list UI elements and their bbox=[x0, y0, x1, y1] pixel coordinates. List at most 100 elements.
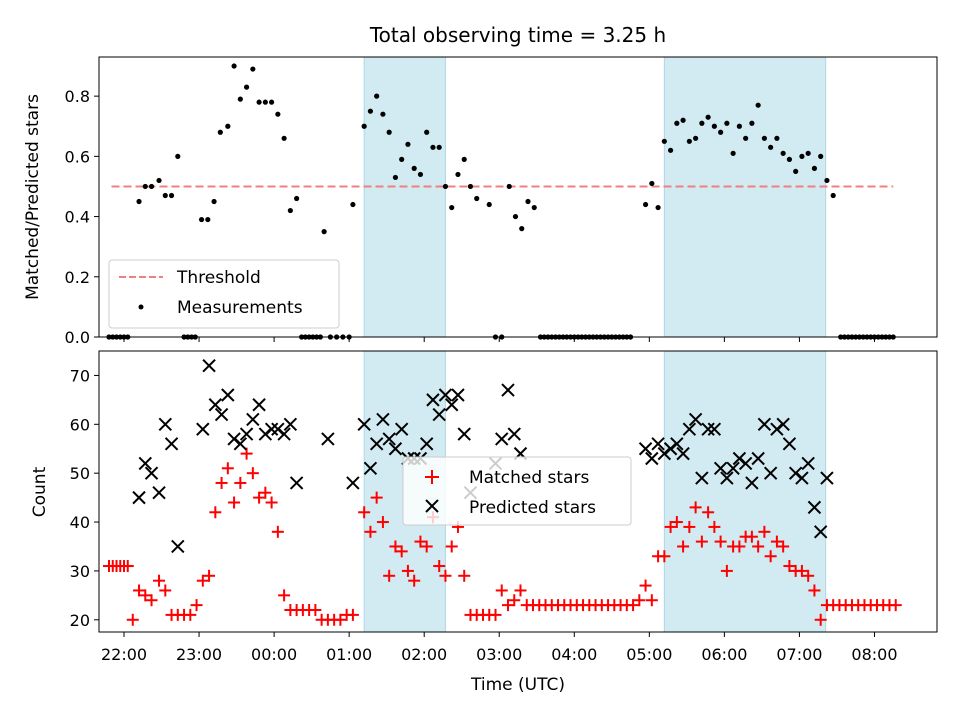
measurement-point bbox=[250, 66, 256, 72]
measurement-point bbox=[824, 177, 830, 184]
measurement-point bbox=[519, 226, 525, 232]
predicted-star-point bbox=[221, 388, 235, 402]
measurement-point bbox=[699, 120, 705, 126]
measurement-point bbox=[424, 129, 430, 135]
measurement-point bbox=[799, 153, 805, 159]
measurement-point bbox=[436, 144, 442, 150]
matched-star-point bbox=[514, 584, 527, 597]
matched-star-point bbox=[645, 594, 658, 607]
predicted-star-point bbox=[152, 486, 166, 500]
matched-star-point bbox=[758, 525, 771, 538]
count-legend-box bbox=[402, 456, 632, 526]
measurement-point bbox=[269, 99, 275, 105]
matched-star-point bbox=[121, 560, 134, 573]
measurement-point bbox=[262, 99, 268, 105]
predicted-star-point bbox=[670, 437, 684, 451]
measurement-point bbox=[417, 171, 424, 178]
matched-star-point bbox=[714, 535, 727, 548]
predicted-star-point bbox=[457, 427, 471, 441]
predicted-star-point bbox=[239, 427, 254, 441]
matched-star-point bbox=[228, 496, 241, 509]
matched-star-point bbox=[720, 564, 733, 577]
matched-star-point bbox=[695, 535, 708, 548]
predicted-star-point bbox=[795, 471, 809, 485]
x-tick-label: 02:00 bbox=[401, 645, 447, 664]
measurement-point bbox=[211, 198, 217, 205]
predicted-star-point bbox=[283, 417, 298, 432]
predicted-star-point bbox=[501, 383, 515, 397]
legend-matched-label: Matched stars bbox=[469, 468, 589, 488]
measurement-point bbox=[175, 153, 181, 159]
observing-interval-1 bbox=[363, 56, 446, 338]
count-axes-frame bbox=[98, 350, 938, 633]
matched-star-point bbox=[489, 608, 502, 621]
matched-star-point bbox=[364, 525, 377, 538]
y-tick-label: 60 bbox=[70, 415, 90, 434]
measurement-point bbox=[148, 183, 155, 190]
matched-star-point bbox=[433, 560, 446, 573]
measurement-point bbox=[281, 135, 287, 141]
measurement-point bbox=[162, 192, 168, 199]
count-y-ticks: 20 30 40 50 60 70 bbox=[70, 366, 99, 630]
measurement-point bbox=[730, 150, 736, 156]
x-tick-label: 06:00 bbox=[701, 645, 747, 664]
matched-star-point bbox=[683, 520, 696, 533]
predicted-star-point bbox=[369, 437, 384, 451]
ratio-x-ticks bbox=[123, 337, 875, 342]
measurement-point bbox=[380, 111, 386, 117]
matched-star-point bbox=[376, 516, 389, 529]
measurement-point bbox=[761, 135, 767, 141]
predicted-star-point bbox=[495, 432, 509, 446]
x-tick-label: 22:00 bbox=[101, 645, 147, 664]
observing-intervals bbox=[363, 350, 827, 633]
matched-star-point bbox=[802, 569, 815, 582]
predicted-star-point bbox=[138, 456, 152, 471]
x-tick-label: 01:00 bbox=[326, 645, 372, 664]
matched-star-point bbox=[358, 506, 371, 519]
matched-star-point bbox=[745, 530, 758, 543]
measurement-point bbox=[755, 102, 761, 108]
predicted-star-point bbox=[713, 461, 728, 475]
measurement-point bbox=[350, 201, 356, 208]
matched-star-point bbox=[389, 540, 402, 553]
matched-star-point bbox=[395, 545, 408, 558]
matched-star-point bbox=[420, 540, 433, 553]
measurement-point bbox=[512, 213, 519, 220]
measurement-point bbox=[736, 123, 742, 129]
predicted-star-point bbox=[682, 422, 697, 436]
matched-stars-points bbox=[103, 447, 902, 626]
y-tick-label: 0.6 bbox=[65, 147, 90, 166]
predicted-star-point bbox=[807, 500, 822, 515]
measurement-point bbox=[294, 195, 300, 202]
measurement-point bbox=[693, 135, 699, 141]
matched-star-point bbox=[408, 574, 421, 587]
matched-star-point bbox=[783, 560, 796, 573]
x-tick-label: 08:00 bbox=[851, 645, 897, 664]
matched-star-point bbox=[633, 594, 646, 607]
y-tick-label: 0.4 bbox=[65, 208, 90, 227]
y-tick-label: 70 bbox=[70, 366, 90, 385]
predicted-star-point bbox=[196, 422, 210, 436]
predicted-star-point bbox=[208, 398, 223, 412]
y-tick-label: 0.8 bbox=[65, 87, 90, 106]
predicted-star-point bbox=[426, 393, 440, 407]
measurement-point bbox=[243, 84, 250, 90]
predicted-star-point bbox=[745, 476, 759, 490]
legend-threshold-label: Threshold bbox=[176, 268, 261, 288]
predicted-star-point bbox=[394, 422, 409, 436]
measurement-point bbox=[136, 198, 142, 205]
matched-star-point bbox=[209, 506, 222, 519]
ratio-legend: Threshold Measurements bbox=[108, 259, 340, 329]
matched-star-point bbox=[414, 535, 427, 548]
predicted-star-point bbox=[346, 476, 360, 490]
measurement-point bbox=[474, 195, 480, 202]
measurement-point bbox=[525, 198, 531, 205]
x-tick-label: 00:00 bbox=[251, 645, 297, 664]
measurement-point bbox=[649, 180, 655, 187]
matched-star-point bbox=[752, 540, 765, 553]
matched-star-point bbox=[133, 584, 146, 597]
count-x-ticks: 22:00 23:00 00:00 01:00 02:00 03:00 04:00 05:00… bbox=[101, 632, 898, 664]
predicted-star-point bbox=[720, 471, 734, 485]
matched-star-point bbox=[401, 564, 414, 577]
count-y-label: Count bbox=[30, 466, 50, 517]
